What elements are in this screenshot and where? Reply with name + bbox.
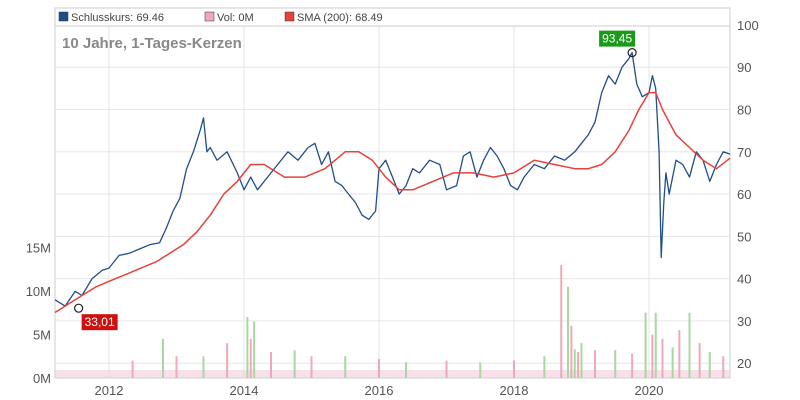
volume-bar [378,358,380,378]
y-tick-label: 100 [737,18,759,33]
volume-bar [253,321,256,378]
chart-subtitle: 10 Jahre, 1-Tages-Kerzen [62,35,242,52]
x-tick-label: 2016 [365,383,394,398]
y-tick-label: 60 [737,187,751,202]
annotations: 93,45 33,01 [74,30,637,331]
volume-bar [594,350,596,378]
x-tick-label: 2012 [95,383,124,398]
volume-baseline-band [55,370,730,378]
legend-box [54,7,731,27]
plot-frame [54,7,731,379]
y-tick-label: 50 [737,229,751,244]
volume-bar [246,317,249,378]
volume-bar [344,356,347,378]
annotation-box [599,30,636,47]
volume-bar [661,338,664,378]
legend-swatch-volume [204,11,215,22]
volume-bar [654,312,657,378]
grid [55,24,730,378]
volume-bar [405,362,407,378]
legend-swatch-price [58,11,69,22]
volume-bar [270,351,272,378]
volume-bar [202,356,205,378]
volume-bar [293,350,296,378]
annotation-label: 93,45 [602,32,632,46]
series [54,51,731,314]
volume-bar [614,350,617,378]
volume-bar [722,356,725,378]
legend-swatch-sma [284,11,295,22]
volume-bar [560,264,563,378]
volume-bar [573,349,576,378]
volume-bar [543,356,546,378]
volume-bar [671,347,674,378]
volume-tick-label: 10M [26,284,51,299]
x-tick-label: 2014 [230,383,259,398]
volume-bar [513,360,515,378]
volume-tick-label: 0M [33,371,51,386]
y-tick-label: 40 [737,272,751,287]
volume-bar [580,343,583,378]
annotation-marker [627,48,637,58]
legend-label-volume: Vol: 0M [217,12,254,24]
sma-line [54,91,731,314]
volume-bar [651,334,654,378]
volume-bar [577,351,580,378]
volume-bar [567,286,569,378]
legend-label-sma: SMA (200): 68.49 [297,12,383,24]
axis-ticks: 20 30 40 50 60 70 80 90 100 2012 2014 2016 2018 2020 0… [26,18,759,398]
price-line [54,51,731,307]
y-tick-label: 30 [737,314,751,329]
volume-bar [479,362,482,378]
x-tick-label: 2018 [500,383,529,398]
volume-bar [570,325,573,378]
x-tick-label: 2020 [635,383,664,398]
volume-bar [249,338,252,378]
y-tick-label: 90 [737,60,751,75]
volume-bar [226,343,229,378]
volume-bars [55,264,730,378]
volume-tick-label: 15M [26,240,51,255]
legend-label-price: Schlusskurs: 69.46 [71,12,164,24]
annotation-label: 33,01 [85,315,115,329]
volume-bar [698,343,701,378]
volume-tick-label: 5M [33,327,51,342]
volume-bar [688,312,691,378]
volume-bar [631,353,634,378]
volume-bar [445,360,448,378]
volume-bar [162,338,164,378]
volume-bar [678,330,681,378]
volume-bar [644,312,647,378]
volume-bar [708,351,711,378]
annotation-box [81,314,118,331]
annotation-marker [74,303,84,313]
volume-bar [310,356,313,378]
volume-bar [131,360,134,378]
y-tick-label: 70 [737,145,751,160]
y-tick-label: 20 [737,356,751,371]
y-tick-label: 80 [737,102,751,117]
volume-bar [175,356,178,378]
legend: Schlusskurs: 69.46 Vol: 0M SMA (200): 68… [54,7,731,27]
